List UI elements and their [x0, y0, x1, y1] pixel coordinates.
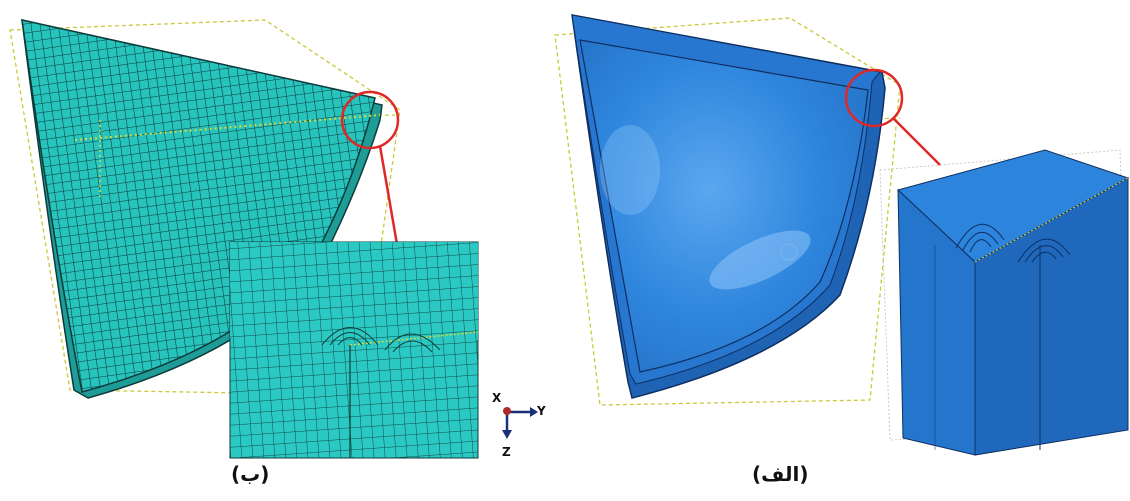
solid-surface [579, 39, 869, 373]
caption-right: (الف) [752, 462, 809, 486]
axis-triad: X Y Z [492, 391, 546, 459]
axis-z-label: Z [502, 445, 511, 459]
highlight-circle-left [340, 90, 400, 150]
highlight-circle-right [844, 68, 904, 128]
caption-left: (ب) [231, 462, 270, 486]
mesh-surface [21, 19, 376, 393]
axis-y-label: Y [536, 404, 546, 418]
callout-line-left [378, 145, 400, 251]
mesh-zoom-inset [229, 241, 479, 459]
solid-zoom-inset [879, 149, 1130, 456]
axis-x-label: X [492, 391, 502, 405]
callout-line-right [892, 117, 941, 166]
meshed-quarter-sphere [9, 19, 401, 399]
solid-quarter-sphere [554, 14, 941, 406]
